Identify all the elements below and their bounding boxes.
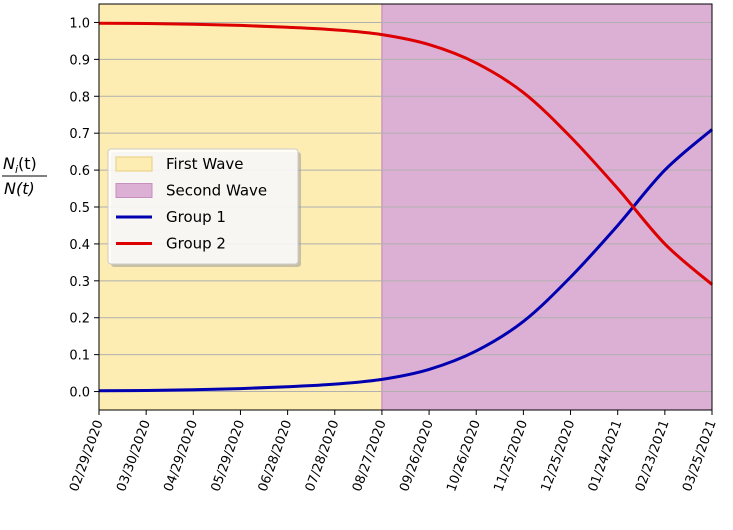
x-tick-label: 03/30/2020	[114, 418, 154, 494]
legend-label: First Wave	[166, 155, 244, 173]
y-axis-label: Ni(t) N(t)	[2, 154, 47, 198]
y-tick-label: 0.2	[69, 312, 90, 327]
ylabel-numerator-arg: (t)	[18, 154, 37, 173]
y-tick-label: 0.8	[69, 90, 90, 105]
x-axis: 02/29/2020 03/30/2020 04/29/2020 05/29/2020…	[67, 410, 720, 494]
x-tick-label: 01/24/2021	[586, 418, 626, 494]
x-tick-label: 11/25/2020	[491, 418, 531, 494]
x-tick-label: 05/29/2020	[208, 418, 248, 494]
legend-item-group-1: Group 1	[116, 208, 226, 226]
x-tick-label: 08/27/2020	[350, 418, 390, 494]
x-tick-label: 06/28/2020	[256, 418, 296, 494]
legend: First Wave Second Wave Group 1 Group 2	[107, 148, 301, 267]
legend-label: Second Wave	[166, 182, 267, 200]
y-tick-label: 0.5	[69, 201, 90, 216]
x-tick-label: 09/26/2020	[397, 418, 437, 494]
legend-swatch	[115, 156, 153, 172]
svg-text:Ni(t): Ni(t)	[3, 154, 37, 176]
legend-label: Group 1	[166, 208, 226, 226]
y-tick-label: 1.0	[69, 16, 90, 31]
x-tick-label: 02/29/2020	[67, 418, 107, 494]
x-tick-label: 10/26/2020	[444, 418, 484, 494]
series-line-group-1	[98, 128, 713, 393]
y-tick-label: 0.0	[69, 386, 90, 401]
y-tick-label: 0.6	[69, 164, 90, 179]
y-tick-label: 0.1	[69, 349, 90, 364]
y-tick-label: 0.7	[69, 127, 90, 142]
x-tick-label: 03/25/2021	[680, 418, 720, 494]
x-tick-label: 02/23/2021	[633, 418, 673, 494]
legend-box	[107, 148, 299, 265]
legend-item-group-2: Group 2	[116, 235, 226, 253]
legend-label: Group 2	[166, 235, 226, 253]
x-tick-label: 12/25/2020	[539, 418, 579, 494]
ylabel-numerator-sub: i	[15, 163, 18, 176]
y-axis: 0.0 0.1 0.2 0.3 0.4 0.5 0.6 0.7 0.8 0.9 1.0	[69, 16, 99, 401]
series-line-group-2	[98, 21, 713, 286]
series-lines	[98, 21, 713, 393]
x-tick-label: 04/29/2020	[161, 418, 201, 494]
y-tick-label: 0.9	[69, 53, 90, 68]
legend-item-second-wave: Second Wave	[115, 182, 267, 200]
y-tick-label: 0.4	[69, 238, 90, 253]
legend-item-first-wave: First Wave	[115, 155, 244, 173]
ylabel-numerator: N	[3, 154, 15, 173]
x-tick-label: 07/28/2020	[303, 418, 343, 494]
legend-swatch	[115, 183, 153, 198]
ylabel-denominator: N(t)	[4, 179, 35, 198]
y-tick-label: 0.3	[69, 275, 90, 290]
